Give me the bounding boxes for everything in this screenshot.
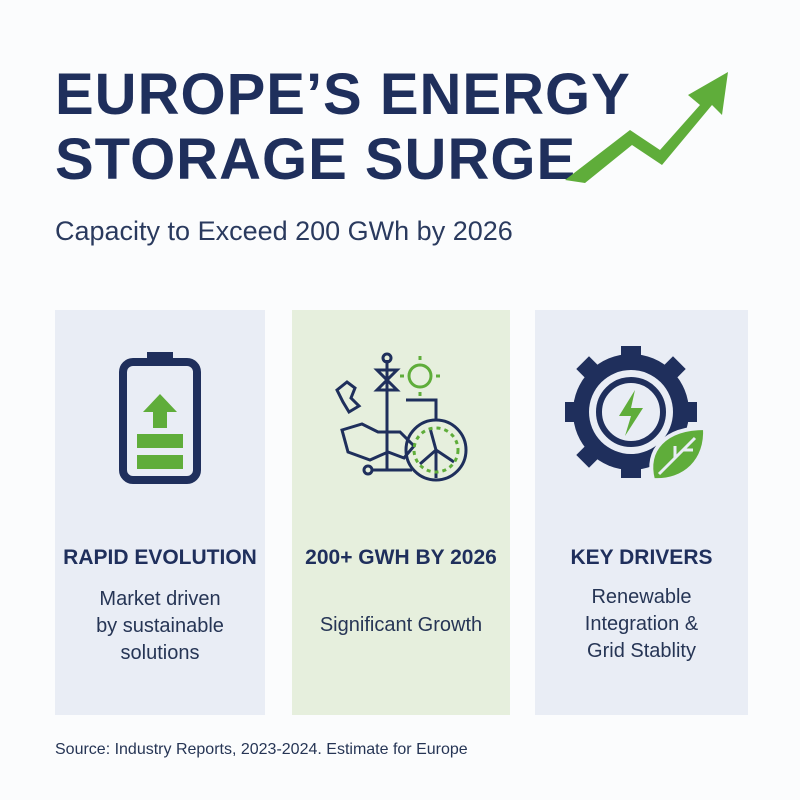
card-title: 200+ GWH BY 2026: [305, 546, 497, 569]
card-line: Renewable: [591, 586, 692, 608]
card-text: Renewable Integration & Grid Stablity: [535, 584, 748, 665]
subtitle: Capacity to Exceed 200 GWh by 2026: [55, 216, 513, 246]
card-title: RAPID EVOLUTION: [63, 546, 257, 569]
card-line: Market driven: [99, 588, 221, 610]
card-line: by sustainable: [96, 615, 224, 637]
card-text: Market driven by sustainable solutions: [55, 586, 265, 667]
card: RAPID EVOLUTION Market driven by sustain…: [55, 310, 265, 715]
battery-icon: [119, 352, 201, 484]
card: KEY DRIVERS Renewable Integration & Grid…: [535, 310, 748, 715]
card-text: Significant Growth: [292, 612, 510, 639]
card: 200+ GWH BY 2026 Significant Growth: [292, 310, 510, 715]
source-note: Source: Industry Reports, 2023-2024. Est…: [55, 741, 468, 758]
title-line: STORAGE SURGE: [55, 127, 577, 192]
grid-map-icon: [335, 352, 468, 482]
title-line: EUROPE’S ENERGY: [55, 62, 631, 127]
card-line: Grid Stablity: [587, 640, 696, 662]
card-title: KEY DRIVERS: [570, 546, 713, 569]
growth-arrow: [565, 72, 728, 183]
card-line: Significant Growth: [319, 614, 483, 636]
gear-leaf-icon: [565, 346, 708, 483]
card-line: Integration &: [584, 613, 699, 635]
card-line: solutions: [120, 642, 200, 664]
